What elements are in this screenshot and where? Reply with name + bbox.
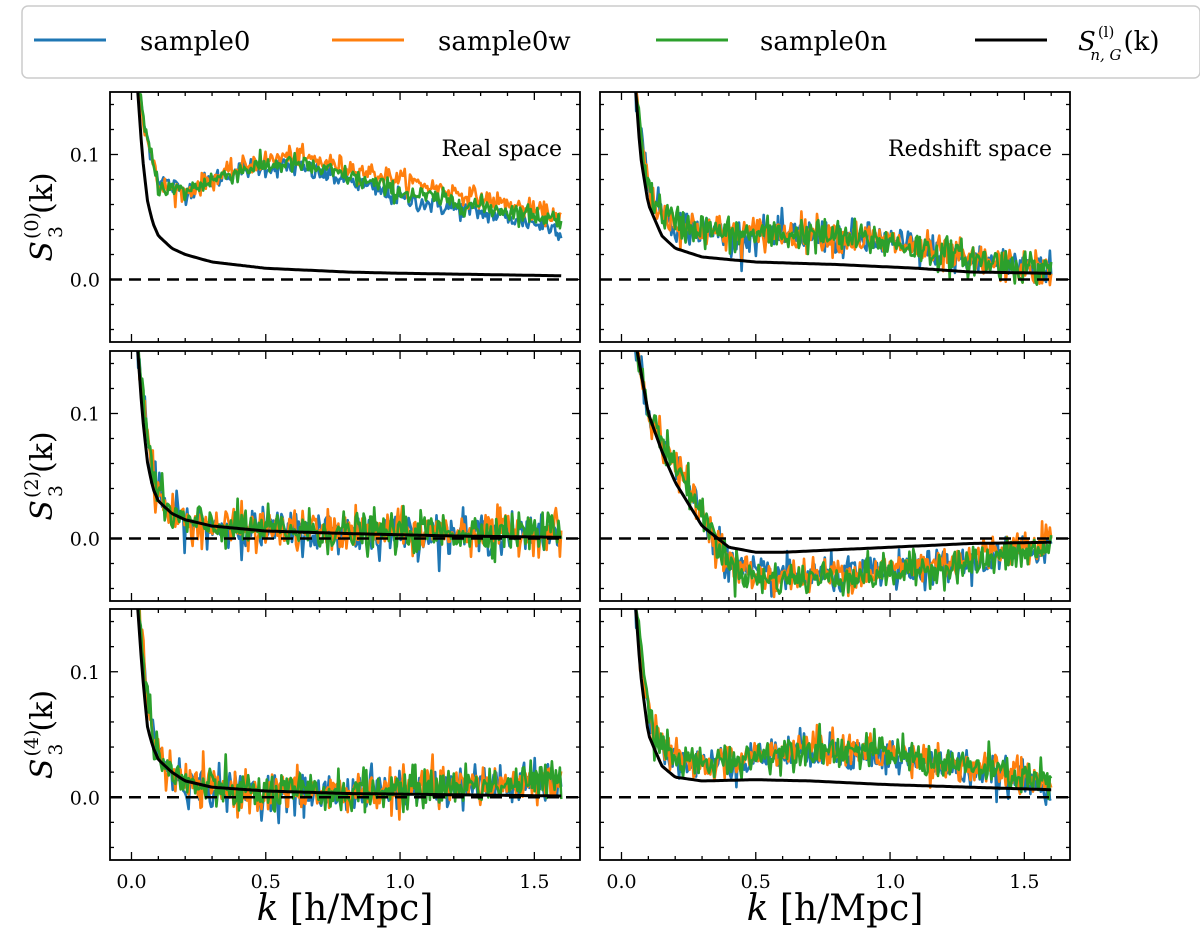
plot-area <box>600 351 1070 599</box>
series-line-sample0n <box>137 351 563 564</box>
plot-area <box>110 351 580 573</box>
y-axis-label-row0: S(0) 3(k) <box>21 172 67 261</box>
x-axis-label: k [h/Mpc] <box>257 888 434 929</box>
legend-label-2: sample0n <box>760 27 887 57</box>
x-tick-label: 1.0 <box>875 871 905 893</box>
x-tick-label: 0.5 <box>251 871 281 893</box>
series-line-sample0n <box>137 609 563 814</box>
series-line-sample0w <box>137 92 562 228</box>
plot-area <box>110 92 580 281</box>
series-line-gaussian <box>634 92 1052 275</box>
y-tick-label: 0.0 <box>70 787 100 809</box>
panel-frame <box>109 608 581 861</box>
legend: sample0 sample0w sample0n S (l) n, G(k) <box>21 5 1200 79</box>
series-line-sample0n <box>634 92 1053 286</box>
panel-frame <box>599 608 1071 861</box>
y-tick-label: 0.1 <box>70 662 100 684</box>
panels: 0.00.1 Real space Redshift space0.00.10.00… <box>70 91 1071 893</box>
panel-frame <box>109 350 581 602</box>
x-tick-label: 1.5 <box>519 871 549 893</box>
y-axis-label-row1: S(2) 3(k) <box>21 431 67 520</box>
panel-r0-c0: 0.0 0.1 Real space <box>70 91 581 343</box>
plot-area <box>600 609 1070 806</box>
panel-r2-c1: 0.0 0.5 1.0 1.5 <box>599 608 1071 893</box>
panel-frame <box>599 350 1071 602</box>
panel-r1-c1 <box>599 350 1071 602</box>
panel-title: Real space <box>441 137 562 162</box>
legend-label-1: sample0w <box>438 27 571 57</box>
series-line-gaussian <box>136 609 562 798</box>
x-tick-label: 0.0 <box>116 871 146 893</box>
x-tick-label: 0.5 <box>741 871 771 893</box>
series-line-sample0n <box>137 92 563 230</box>
plot-area <box>600 92 1070 287</box>
panel-r2-c0: 0.0 0.1 0.0 0.5 1.0 1.5 <box>70 608 581 893</box>
x-tick-label: 0.0 <box>606 871 636 893</box>
legend-frame <box>21 5 1200 79</box>
series-line-sample0 <box>136 351 563 573</box>
legend-label-3: S (l) n, G(k) <box>1078 23 1160 64</box>
axis-labels: k [h/Mpc] k [h/Mpc] S(0) 3(k) S(2) 3(k) S(4) 3(… <box>21 172 923 929</box>
panel-title: Redshift space <box>888 137 1052 162</box>
y-axis-label-row2: S(4) 3(k) <box>21 690 67 779</box>
series-line-gaussian <box>634 609 1052 792</box>
panel-frame <box>599 91 1071 343</box>
panel-r1-c0: 0.0 0.1 <box>70 350 581 602</box>
series-line-gaussian <box>136 351 562 539</box>
y-tick-label: 0.1 <box>70 145 100 167</box>
x-tick-label: 1.0 <box>385 871 415 893</box>
y-tick-label: 0.0 <box>70 529 100 551</box>
series-line-gaussian <box>136 92 562 278</box>
panel-r0-c1: Redshift space <box>599 91 1071 343</box>
y-tick-label: 0.1 <box>70 404 100 426</box>
x-axis-label: k [h/Mpc] <box>747 888 924 929</box>
legend-label-0: sample0 <box>140 27 250 57</box>
series-line-sample0n <box>634 609 1053 801</box>
plot-area <box>110 609 580 825</box>
series-line-sample0n <box>635 351 1053 598</box>
y-tick-label: 0.0 <box>70 270 100 292</box>
series-line-gaussian <box>635 351 1052 554</box>
x-tick-label: 1.5 <box>1009 871 1039 893</box>
panel-frame <box>109 91 581 343</box>
